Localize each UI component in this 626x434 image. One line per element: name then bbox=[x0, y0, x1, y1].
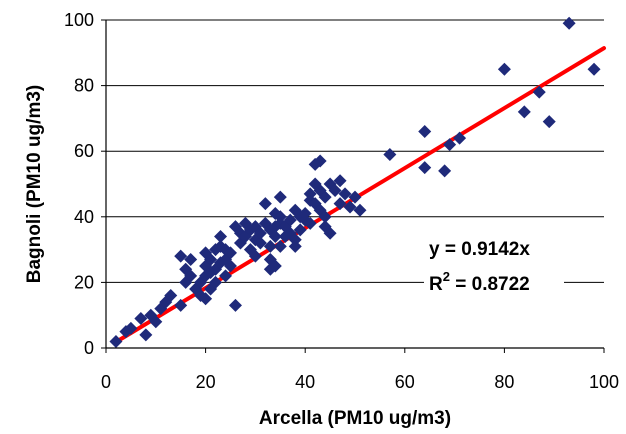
r-squared-prefix: R bbox=[429, 274, 443, 295]
axes bbox=[101, 19, 605, 353]
data-point bbox=[333, 174, 347, 188]
y-tick-label: 0 bbox=[84, 338, 94, 358]
data-point bbox=[109, 334, 123, 348]
data-point bbox=[124, 321, 138, 335]
data-point bbox=[253, 226, 267, 240]
data-point bbox=[184, 269, 198, 283]
data-point bbox=[562, 16, 576, 30]
tick-labels: 0 20 40 60 80 100 0 20 40 60 80 100 bbox=[64, 10, 619, 392]
x-tick-label: 40 bbox=[295, 372, 315, 392]
data-point bbox=[134, 311, 148, 325]
x-tick-label: 80 bbox=[494, 372, 514, 392]
y-axis-title: Bagnoli (PM10 ug/m3) bbox=[24, 85, 45, 283]
data-point bbox=[338, 187, 352, 201]
data-point bbox=[418, 125, 432, 139]
data-point bbox=[288, 233, 302, 247]
data-point bbox=[263, 239, 277, 253]
data-point bbox=[383, 147, 397, 161]
data-point bbox=[243, 223, 257, 237]
data-point bbox=[497, 62, 511, 76]
data-point bbox=[587, 62, 601, 76]
y-tick-label: 40 bbox=[74, 207, 94, 227]
x-tick-label: 60 bbox=[395, 372, 415, 392]
data-point bbox=[139, 328, 153, 342]
data-point bbox=[149, 315, 163, 329]
data-points bbox=[109, 16, 601, 348]
data-point bbox=[353, 203, 367, 217]
data-point bbox=[258, 197, 272, 211]
x-tick-label: 20 bbox=[196, 372, 216, 392]
data-point bbox=[184, 252, 198, 266]
data-point bbox=[253, 236, 267, 250]
data-point bbox=[328, 184, 342, 198]
data-point bbox=[303, 216, 317, 230]
data-point bbox=[273, 239, 287, 253]
x-tick-label: 0 bbox=[101, 372, 111, 392]
data-point bbox=[228, 298, 242, 312]
data-point bbox=[219, 269, 233, 283]
x-tick-label: 100 bbox=[589, 372, 619, 392]
r-squared-label: R2 = 0.8722 bbox=[429, 269, 530, 295]
data-point bbox=[453, 131, 467, 145]
data-point bbox=[293, 223, 307, 237]
data-point bbox=[343, 200, 357, 214]
data-point bbox=[268, 229, 282, 243]
y-tick-label: 20 bbox=[74, 272, 94, 292]
data-point bbox=[283, 213, 297, 227]
data-point bbox=[443, 138, 457, 152]
data-point bbox=[273, 210, 287, 224]
data-point bbox=[542, 115, 556, 129]
data-point bbox=[214, 229, 228, 243]
data-point bbox=[288, 239, 302, 253]
data-point bbox=[224, 246, 237, 260]
data-point bbox=[318, 210, 332, 224]
data-point bbox=[273, 190, 287, 204]
data-point bbox=[348, 190, 362, 204]
data-point bbox=[199, 292, 213, 306]
data-point bbox=[174, 249, 188, 263]
data-point bbox=[313, 154, 327, 168]
data-point bbox=[268, 259, 282, 273]
r-squared-label-background bbox=[424, 262, 564, 292]
data-point bbox=[517, 105, 531, 119]
data-point bbox=[303, 187, 317, 201]
r-squared-superscript: 2 bbox=[443, 269, 450, 284]
data-point bbox=[209, 275, 223, 289]
data-point bbox=[418, 161, 432, 175]
data-point bbox=[204, 252, 218, 266]
x-axis-title: Arcella (PM10 ug/m3) bbox=[259, 408, 451, 429]
data-point bbox=[532, 85, 546, 99]
data-point bbox=[174, 298, 188, 312]
data-point bbox=[318, 190, 332, 204]
trendline bbox=[113, 46, 606, 345]
y-tick-label: 60 bbox=[74, 141, 94, 161]
y-tick-label: 80 bbox=[74, 76, 94, 96]
trendline-equation-label: y = 0.9142x bbox=[429, 239, 530, 260]
r-squared-value: = 0.8722 bbox=[450, 274, 530, 295]
data-point bbox=[323, 226, 337, 240]
data-point bbox=[164, 289, 178, 303]
data-point bbox=[224, 259, 237, 273]
data-point bbox=[298, 207, 312, 221]
trendline-group bbox=[113, 46, 606, 345]
data-point bbox=[438, 164, 452, 178]
data-point bbox=[243, 243, 257, 257]
data-point bbox=[248, 249, 262, 263]
data-point bbox=[333, 197, 347, 211]
y-tick-label: 100 bbox=[64, 10, 94, 30]
